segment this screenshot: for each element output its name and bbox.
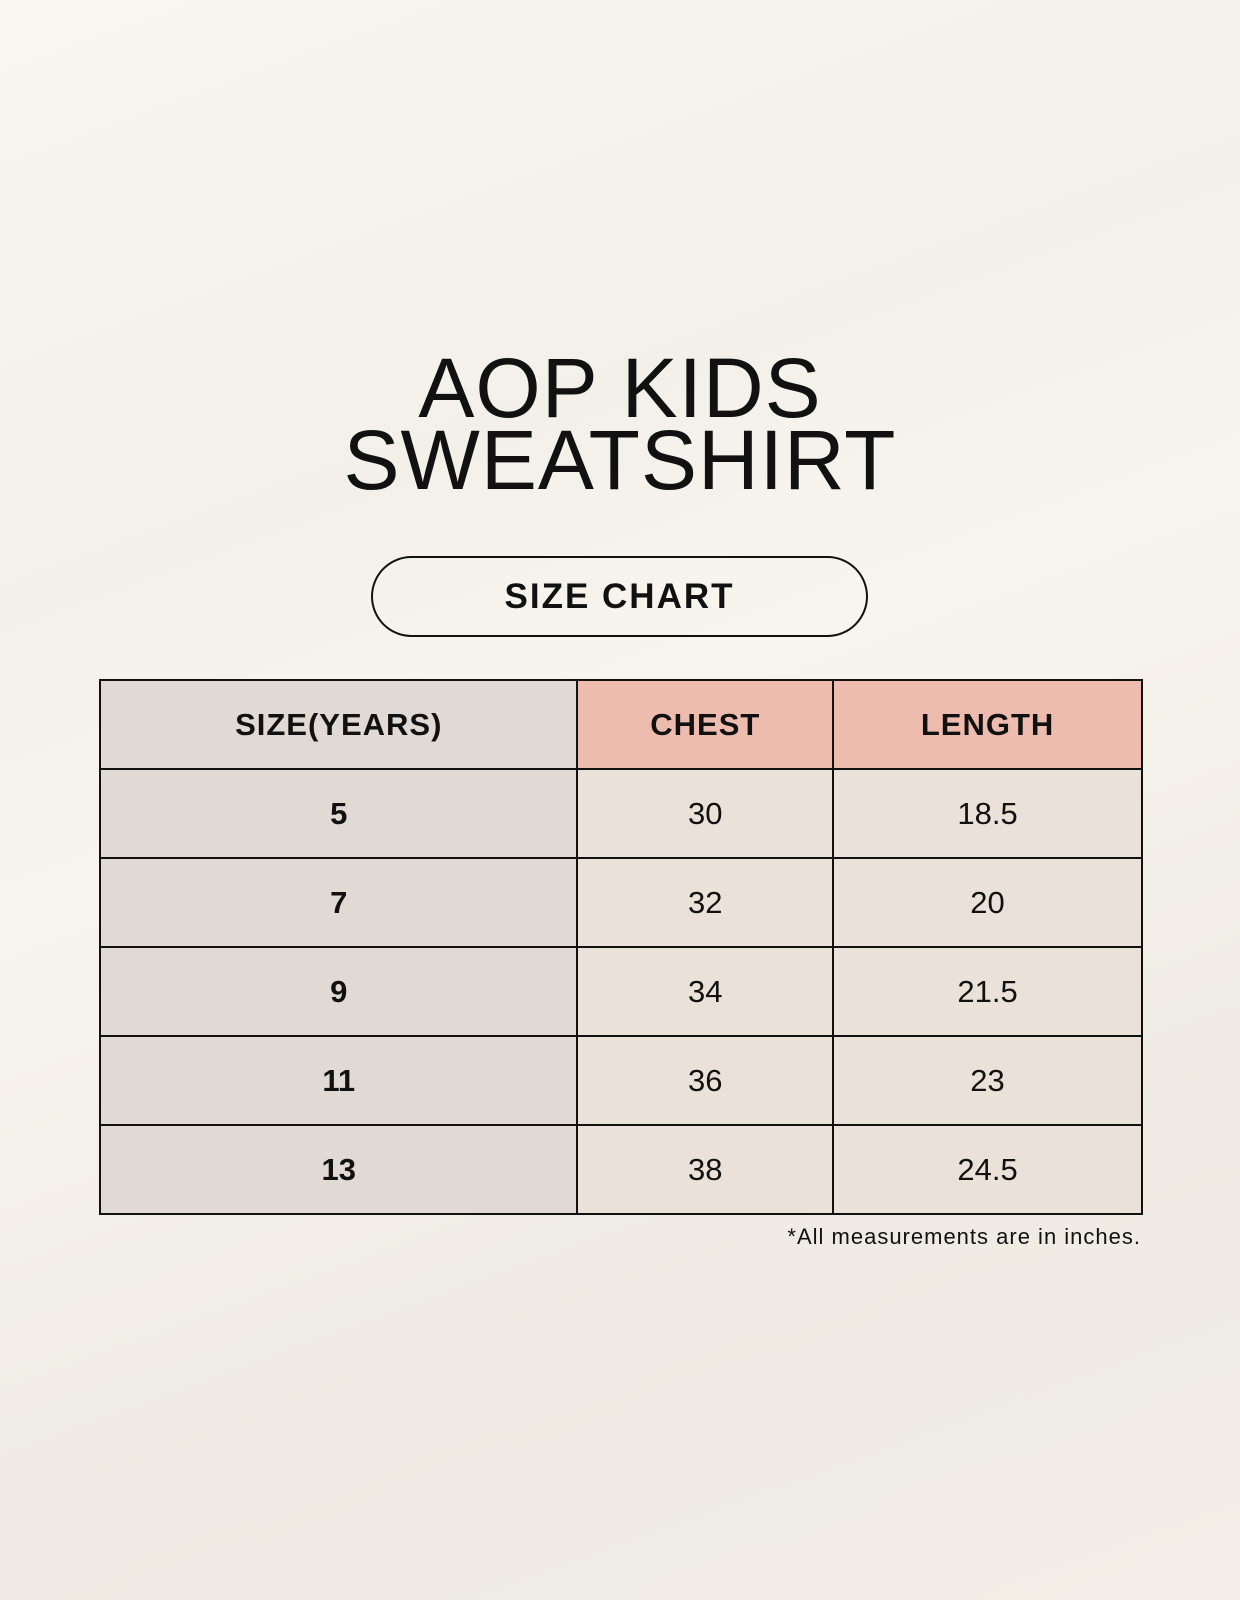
page-title: AOP KIDS SWEATSHIRT	[0, 341, 1240, 507]
cell-size: 11	[98, 1035, 579, 1126]
header-chest: CHEST	[576, 679, 835, 770]
size-table: SIZE(YEARS) CHEST LENGTH 5 30 18.5 7 32 20 9 34…	[98, 679, 1143, 1215]
title-line-2: SWEATSHIRT	[343, 413, 897, 507]
cell-chest: 38	[576, 1124, 835, 1215]
footnote: *All measurements are in inches.	[787, 1224, 1141, 1249]
cell-size: 5	[98, 768, 579, 859]
cell-chest: 36	[576, 1035, 835, 1126]
cell-length: 23	[832, 1035, 1143, 1126]
cell-size: 7	[98, 857, 579, 948]
table-header-row: SIZE(YEARS) CHEST LENGTH	[98, 679, 1143, 770]
table-row: 13 38 24.5	[98, 1124, 1143, 1215]
size-chart-label: SIZE CHART	[371, 556, 868, 637]
cell-size: 9	[98, 946, 579, 1037]
cell-length: 21.5	[832, 946, 1143, 1037]
table-row: 9 34 21.5	[98, 946, 1143, 1037]
table-row: 11 36 23	[98, 1035, 1143, 1126]
cell-length: 18.5	[832, 768, 1143, 859]
cell-chest: 34	[576, 946, 835, 1037]
cell-length: 24.5	[832, 1124, 1143, 1215]
cell-length: 20	[832, 857, 1143, 948]
table-row: 5 30 18.5	[98, 768, 1143, 859]
cell-chest: 30	[576, 768, 835, 859]
header-size: SIZE(YEARS)	[98, 679, 579, 770]
header-length: LENGTH	[832, 679, 1143, 770]
cell-size: 13	[98, 1124, 579, 1215]
title-line-1: AOP KIDS	[418, 341, 822, 435]
table-row: 7 32 20	[98, 857, 1143, 948]
cell-chest: 32	[576, 857, 835, 948]
